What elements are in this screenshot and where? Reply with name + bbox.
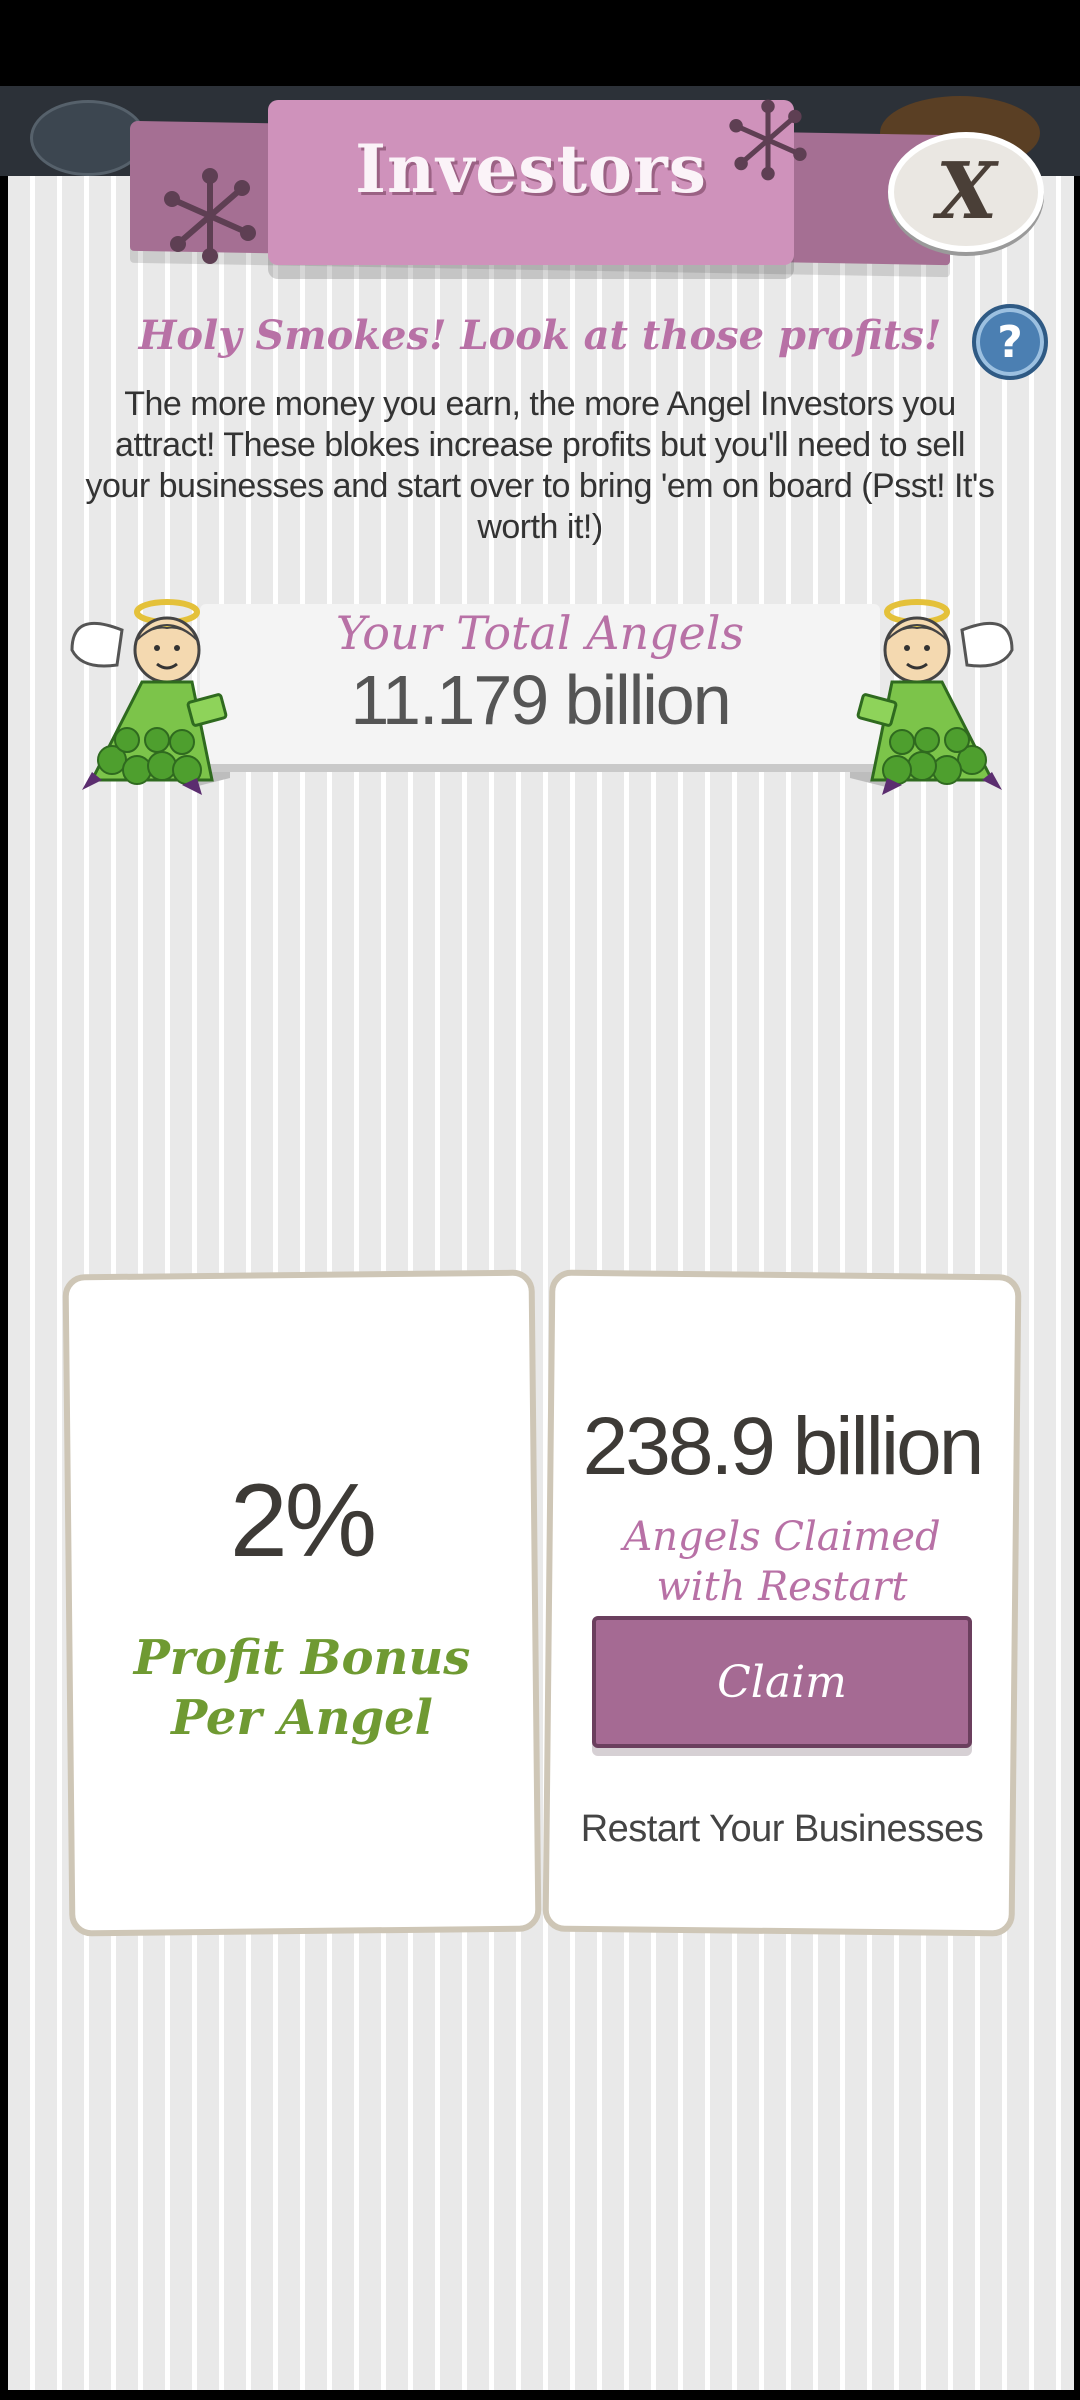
total-angels-ribbon bbox=[200, 604, 880, 764]
description: The more money you earn, the more Angel … bbox=[85, 385, 995, 546]
angels-claimed-label-line1: Angels Claimed bbox=[623, 1514, 941, 1560]
profit-bonus-label-line1: Profit Bonus bbox=[133, 1630, 471, 1686]
total-angels-label: Your Total Angels bbox=[335, 606, 745, 660]
profit-bonus-label-line2: Per Angel bbox=[171, 1690, 433, 1746]
angel-investor-icon bbox=[856, 599, 1014, 795]
claim-button[interactable]: Claim bbox=[592, 1616, 972, 1748]
asterisk-star-icon bbox=[164, 168, 256, 264]
help-button[interactable]: ? bbox=[972, 304, 1048, 380]
page-title: Investors bbox=[355, 130, 707, 208]
asterisk-star-icon bbox=[729, 99, 807, 181]
close-icon: X bbox=[927, 146, 1005, 237]
angel-investor-icon bbox=[70, 599, 228, 795]
status-bar bbox=[0, 0, 1080, 86]
close-button[interactable]: X bbox=[888, 132, 1044, 252]
angels-claimed-label-line2: with Restart bbox=[656, 1564, 908, 1610]
help-icon: ? bbox=[997, 316, 1023, 368]
profit-bonus-card bbox=[62, 1269, 542, 1937]
restart-businesses-text: Restart Your Businesses bbox=[580, 1808, 984, 1850]
profit-bonus-value: 2% bbox=[229, 1463, 377, 1579]
banner-front bbox=[268, 100, 794, 265]
angels-claimed-value: 238.9 billion bbox=[582, 1401, 985, 1492]
total-angels-value: 11.179 billion bbox=[350, 661, 731, 739]
headline: Holy Smokes! Look at those profits! bbox=[138, 312, 942, 359]
angels-claimed-label: Angels Claimed with Restart bbox=[552, 1512, 1012, 1612]
claim-button-label: Claim bbox=[717, 1656, 847, 1708]
profit-bonus-label: Profit Bonus Per Angel bbox=[66, 1628, 538, 1748]
